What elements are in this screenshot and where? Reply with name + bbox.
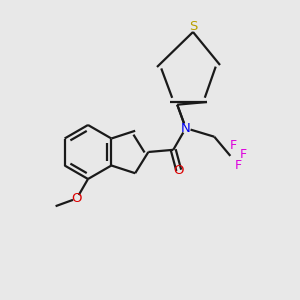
Text: O: O bbox=[173, 164, 184, 177]
Text: F: F bbox=[230, 140, 237, 152]
Text: F: F bbox=[240, 148, 247, 161]
Text: F: F bbox=[235, 159, 242, 172]
Text: S: S bbox=[189, 20, 197, 32]
Text: N: N bbox=[181, 122, 190, 135]
Text: O: O bbox=[71, 192, 82, 205]
